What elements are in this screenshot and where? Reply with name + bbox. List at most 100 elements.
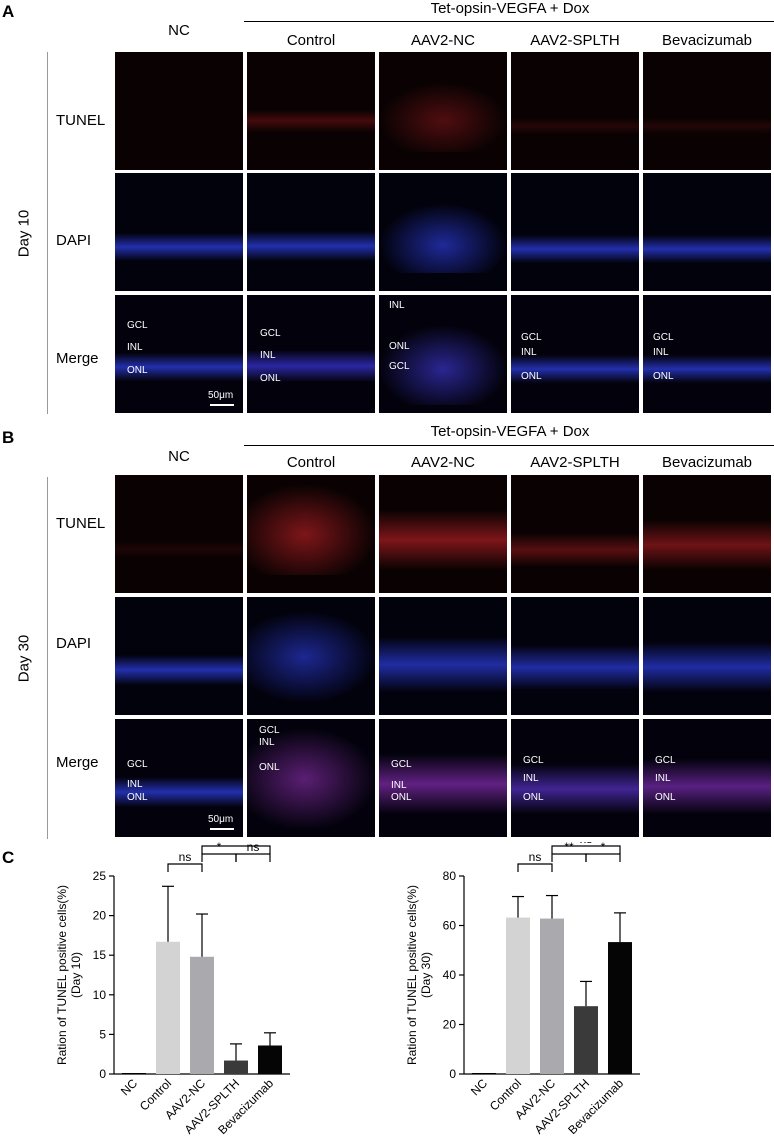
chart0-ylabel: Ration of TUNEL positive cells(%) xyxy=(55,885,69,1065)
chart0-sig-label-2: ns xyxy=(247,842,260,854)
a-aav2splth-gcl-label: GCL xyxy=(521,332,542,343)
panel-b-col-nc: NC xyxy=(168,448,190,465)
chart0-bar-4 xyxy=(258,1045,282,1074)
a-tunel-bevacizumab-image xyxy=(643,52,771,170)
a-dapi-aav2splth-image xyxy=(511,173,639,291)
b-bevacizumab-gcl-label: GCL xyxy=(655,755,676,766)
panel-a-col-bevacizumab: Bevacizumab xyxy=(661,32,753,49)
chart1-bar-4 xyxy=(608,942,632,1074)
a-dapi-nc-image xyxy=(115,173,243,291)
panel-b-day-bracket xyxy=(47,477,48,839)
panel-b-treatment-label: Tet-opsin-VEGFA + Dox xyxy=(430,423,590,440)
chart1-sig-bracket-1 xyxy=(551,853,587,862)
chart0-ytick-label: 10 xyxy=(93,988,107,1002)
a-aav2nc-inl-label: INL xyxy=(389,300,405,311)
a-tunel-aav2splth-image xyxy=(511,52,639,170)
panel-a-treatment-line xyxy=(244,21,774,22)
a-merge-control-image: GCL INL ONL xyxy=(247,295,375,413)
chart1-sig-bracket-3 xyxy=(551,845,621,854)
b-nc-onl-label: ONL xyxy=(127,792,148,803)
chart1-sig-label-3: ns xyxy=(580,842,593,846)
chart0-sig-bracket-2 xyxy=(235,853,271,862)
chart0-ytick-label: 20 xyxy=(93,909,107,923)
panel-a-day-label: Day 10 xyxy=(15,209,33,258)
a-scale-bar-label: 50μm xyxy=(208,390,234,401)
chart1-bar-1 xyxy=(506,917,530,1074)
chart1-bar-2 xyxy=(540,918,564,1074)
a-nc-onl-label: ONL xyxy=(127,365,148,376)
panel-a-letter: A xyxy=(2,2,15,21)
chart1-ytick-label: 60 xyxy=(443,919,457,933)
panel-a-col-control: Control xyxy=(286,32,336,49)
panel-a-col-aav2nc: AAV2-NC xyxy=(411,32,475,49)
chart0-sig-bracket-3 xyxy=(201,845,271,854)
panel-c-letter: C xyxy=(2,848,15,867)
chart1-sig-label-1: ** xyxy=(564,842,574,854)
chart0-bar-3 xyxy=(224,1060,248,1074)
chart0-xtick-label-0: NC xyxy=(118,1076,140,1098)
a-dapi-aav2nc-image xyxy=(379,173,507,291)
b-aav2nc-inl-label: INL xyxy=(391,780,407,791)
chart0-sig-label-0: ns xyxy=(179,850,192,864)
panel-b-row-tunel: TUNEL xyxy=(56,515,106,532)
a-control-gcl-label: GCL xyxy=(260,328,281,339)
chart1-bar-3 xyxy=(574,1006,598,1074)
a-aav2splth-onl-label: ONL xyxy=(521,371,542,382)
b-tunel-nc-image xyxy=(115,475,243,593)
b-dapi-aav2nc-image xyxy=(379,597,507,715)
panel-a-col-aav2splth: AAV2-SPLTH xyxy=(530,32,620,49)
a-merge-aav2nc-image: INL ONL GCL xyxy=(379,295,507,413)
b-dapi-bevacizumab-image xyxy=(643,597,771,715)
b-nc-gcl-label: GCL xyxy=(127,759,148,770)
a-aav2nc-onl-label: ONL xyxy=(389,341,410,352)
chart0-sig-label-1: * xyxy=(217,842,222,854)
chart0-ytick-label: 25 xyxy=(93,869,107,883)
panel-a-row-merge: Merge xyxy=(56,350,99,367)
b-aav2splth-gcl-label: GCL xyxy=(523,755,544,766)
panel-a-col-nc: NC xyxy=(168,22,190,39)
chart0-bar-1 xyxy=(156,941,180,1074)
a-scale-bar xyxy=(210,404,234,406)
panel-b-col-aav2nc: AAV2-NC xyxy=(411,454,475,471)
b-merge-aav2nc-image: GCL INL ONL xyxy=(379,719,507,837)
b-nc-inl-label: INL xyxy=(127,779,143,790)
b-aav2nc-onl-label: ONL xyxy=(391,792,412,803)
panel-b-row-dapi: DAPI xyxy=(56,635,92,652)
b-aav2splth-inl-label: INL xyxy=(523,773,539,784)
chart0-bar-2 xyxy=(190,956,214,1074)
chart1-ytick-label: 80 xyxy=(443,869,457,883)
chart1-ylabel: Ration of TUNEL positive cells(%) xyxy=(405,885,419,1065)
chart0-ytick-label: 0 xyxy=(99,1067,106,1081)
b-tunel-aav2nc-image xyxy=(379,475,507,593)
b-merge-aav2splth-image: GCL INL ONL xyxy=(511,719,639,837)
b-aav2splth-onl-label: ONL xyxy=(523,792,544,803)
b-bevacizumab-onl-label: ONL xyxy=(655,792,676,803)
panel-a-row-tunel: TUNEL xyxy=(56,112,106,129)
a-bevacizumab-inl-label: INL xyxy=(653,347,669,358)
chart-day10: Ration of TUNEL positive cells(%) (Day 10… xyxy=(55,842,290,1137)
a-nc-gcl-label: GCL xyxy=(127,320,148,331)
a-dapi-control-image xyxy=(247,173,375,291)
panel-b-col-control: Control xyxy=(286,454,336,471)
b-aav2nc-gcl-label: GCL xyxy=(391,759,412,770)
panel-a-day-bracket xyxy=(47,52,48,414)
chart1-sig-label-0: ns xyxy=(529,850,542,864)
chart-day30: Ration of TUNEL positive cells(%) (Day 30… xyxy=(405,842,640,1137)
b-control-gcl-label: GCL xyxy=(259,725,280,736)
chart0-sig-bracket-0 xyxy=(167,863,203,872)
a-control-inl-label: INL xyxy=(260,350,276,361)
a-nc-inl-label: INL xyxy=(127,342,143,353)
panel-b-day-label: Day 30 xyxy=(15,634,33,683)
panel-b-treatment-line xyxy=(244,445,774,446)
panel-a-treatment-label: Tet-opsin-VEGFA + Dox xyxy=(430,0,590,17)
panel-a-row-dapi: DAPI xyxy=(56,232,92,249)
b-tunel-bevacizumab-image xyxy=(643,475,771,593)
chart0-ytick-label: 5 xyxy=(99,1027,106,1041)
a-aav2splth-inl-label: INL xyxy=(521,347,537,358)
b-scale-bar-label: 50μm xyxy=(208,814,234,825)
a-bevacizumab-gcl-label: GCL xyxy=(653,332,674,343)
b-tunel-control-image xyxy=(247,475,375,593)
a-merge-nc-image: GCL INL ONL 50μm xyxy=(115,295,243,413)
chart1-ytick-label: 20 xyxy=(443,1018,457,1032)
b-merge-control-image: GCL INL ONL xyxy=(247,719,375,837)
